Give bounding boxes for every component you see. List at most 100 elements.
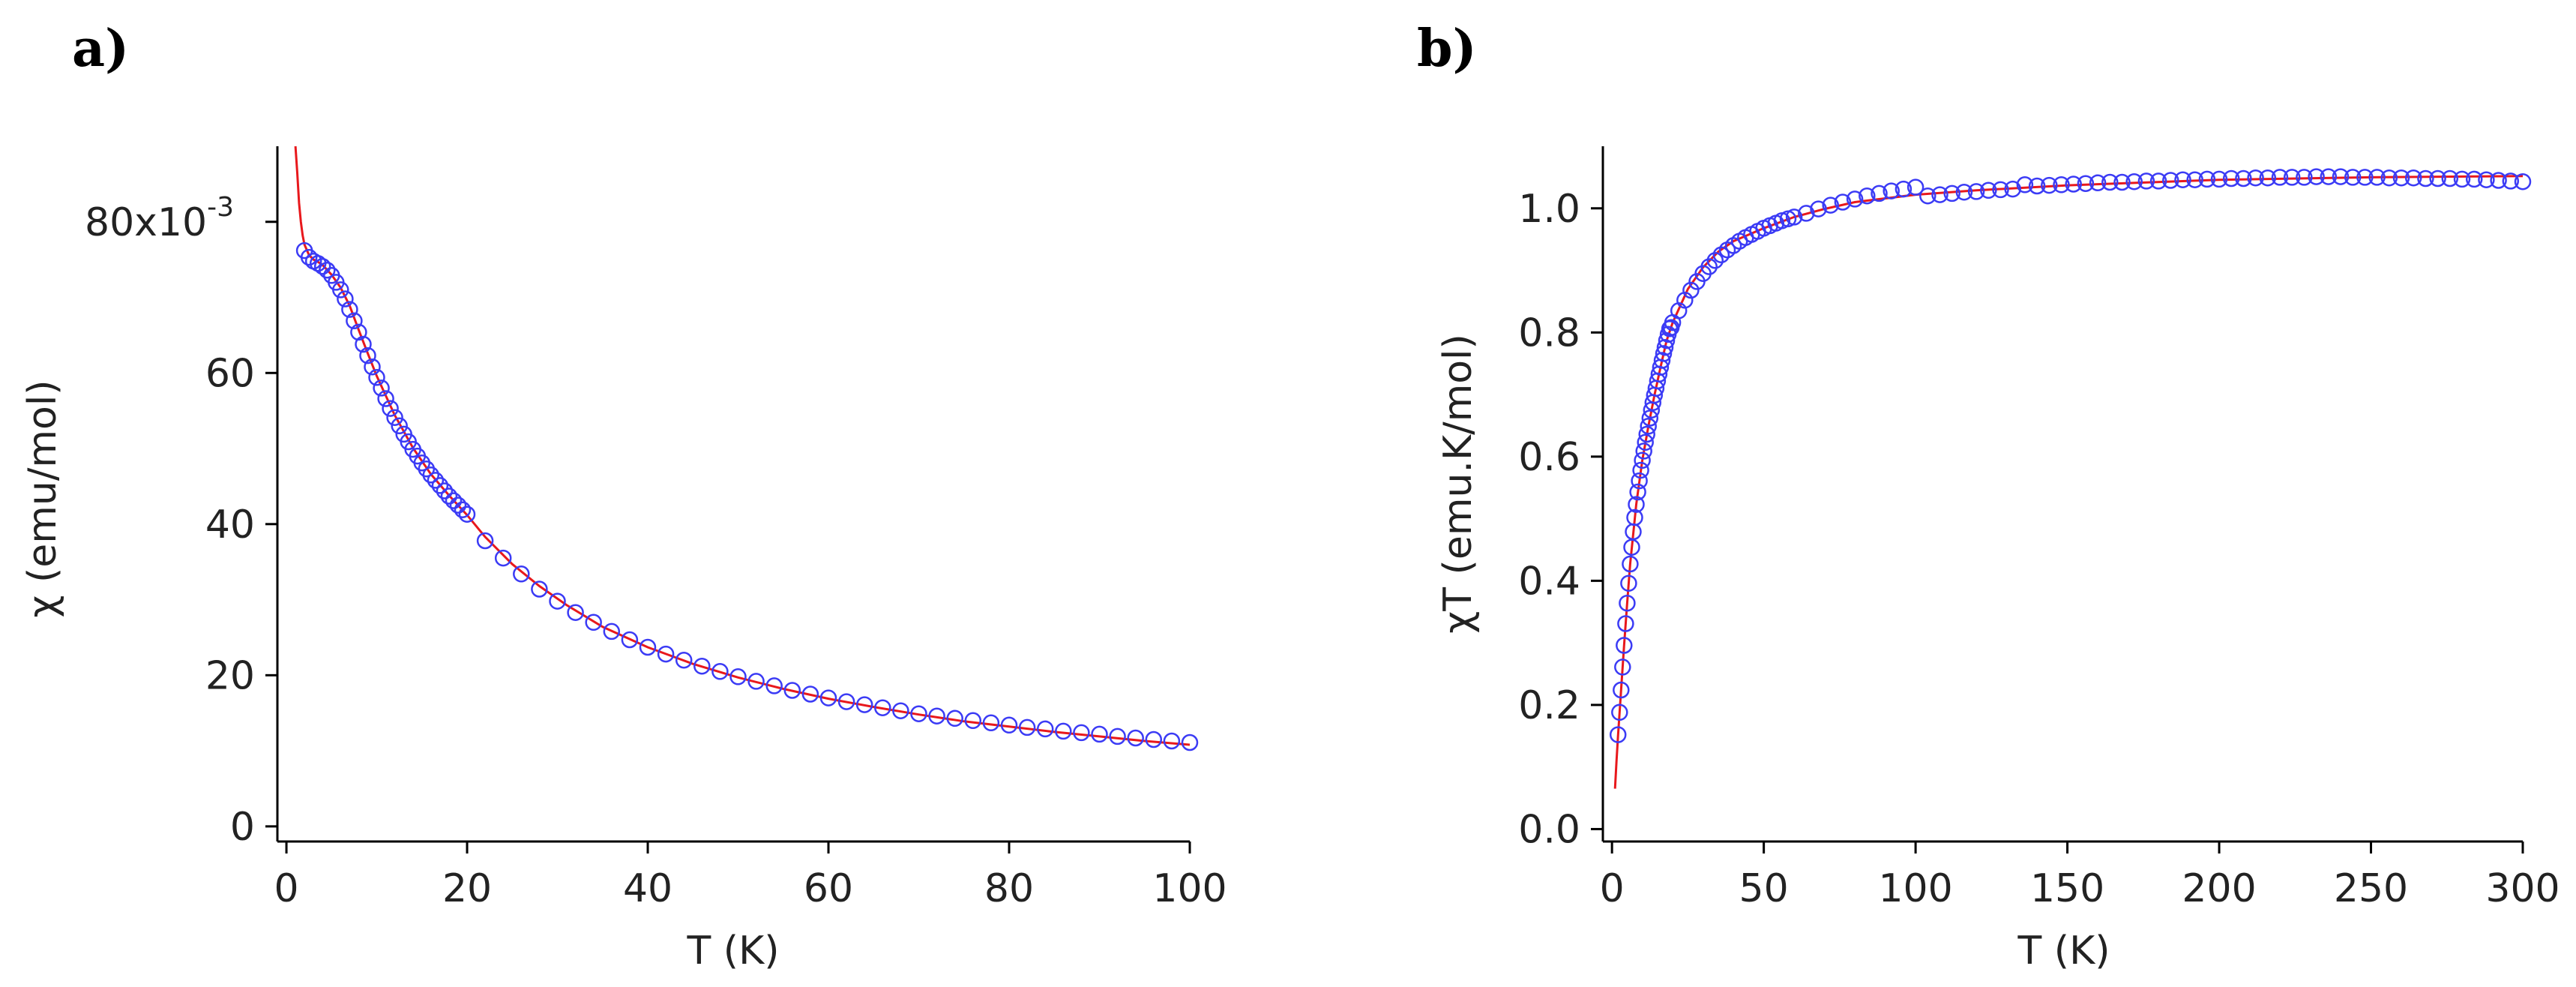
data-point bbox=[1127, 729, 1144, 747]
data-point bbox=[2235, 170, 2252, 188]
data-point bbox=[346, 312, 363, 330]
data-point bbox=[2441, 170, 2459, 188]
data-point bbox=[2004, 180, 2021, 198]
data-point bbox=[2065, 176, 2082, 193]
data-point bbox=[454, 501, 472, 518]
y-tick-label: 0 bbox=[230, 805, 255, 850]
data-point bbox=[364, 358, 381, 376]
data-point bbox=[1992, 181, 2009, 199]
data-point bbox=[2053, 176, 2070, 194]
data-point bbox=[2404, 169, 2422, 187]
data-point bbox=[1611, 704, 1628, 722]
data-point bbox=[1634, 452, 1651, 470]
data-point bbox=[964, 712, 982, 730]
panel-b-chit-vs-t: b) 0 50 100 150 200 250 300 0.0 0.2 0.4 0.6 0.8 1.0… bbox=[1417, 19, 2560, 974]
data-point bbox=[2125, 172, 2143, 190]
data-series bbox=[295, 242, 1199, 752]
fit-line bbox=[294, 146, 1191, 746]
data-point bbox=[2502, 172, 2520, 190]
data-point bbox=[1616, 637, 1633, 654]
x-tick-label: 80 bbox=[984, 866, 1034, 911]
data-point bbox=[1622, 555, 1639, 573]
data-point bbox=[1619, 594, 1636, 612]
data-point bbox=[621, 631, 639, 649]
data-point bbox=[494, 549, 512, 567]
data-point bbox=[747, 673, 765, 690]
y-tick-label: 0.8 bbox=[1518, 310, 1580, 356]
x-tick-label: 300 bbox=[2485, 866, 2560, 911]
data-point bbox=[765, 677, 783, 694]
y-tick-label: 0.6 bbox=[1518, 435, 1580, 480]
data-point bbox=[1834, 194, 1852, 211]
data-point bbox=[355, 335, 372, 353]
y-tick-label: 40 bbox=[205, 502, 255, 548]
y-axis-label: χ (emu/mol) bbox=[20, 380, 65, 617]
data-point bbox=[2089, 174, 2107, 192]
data-point bbox=[549, 592, 566, 610]
data-point bbox=[2320, 168, 2338, 185]
data-point bbox=[2344, 169, 2362, 186]
y-ticks: 0.0 0.2 0.4 0.6 0.8 1.0 bbox=[1518, 187, 1603, 852]
data-point bbox=[603, 622, 621, 640]
data-point bbox=[2356, 169, 2374, 186]
data-point bbox=[1163, 732, 1181, 750]
data-point bbox=[946, 710, 963, 728]
data-point bbox=[1931, 186, 1948, 203]
data-point bbox=[855, 696, 873, 713]
data-point bbox=[386, 409, 403, 426]
data-point bbox=[377, 390, 394, 407]
x-axis-label: T (K) bbox=[2017, 928, 2110, 974]
data-point bbox=[910, 705, 927, 722]
data-point bbox=[874, 699, 891, 716]
fit-series bbox=[294, 146, 1191, 746]
data-point bbox=[1871, 184, 1888, 202]
data-point bbox=[982, 714, 1000, 732]
data-point bbox=[440, 488, 458, 505]
data-point bbox=[1145, 730, 1163, 748]
data-point bbox=[1609, 726, 1627, 743]
y-tick-label: 1.0 bbox=[1518, 187, 1580, 232]
data-point bbox=[1907, 178, 1925, 196]
fit-line bbox=[1613, 175, 2524, 789]
panel-label-a: a) bbox=[72, 19, 129, 79]
data-point bbox=[1620, 574, 1637, 592]
data-point bbox=[1629, 483, 1646, 501]
data-point bbox=[2332, 168, 2350, 185]
data-point bbox=[476, 532, 494, 550]
data-point bbox=[350, 323, 367, 341]
data-point bbox=[1655, 345, 1673, 362]
data-point bbox=[2308, 168, 2325, 185]
data-point bbox=[513, 566, 530, 583]
data-point bbox=[332, 281, 349, 298]
data-point bbox=[449, 496, 467, 514]
data-point bbox=[1706, 252, 1724, 269]
data-point bbox=[1682, 281, 1700, 299]
data-point bbox=[2259, 169, 2277, 187]
data-point bbox=[1055, 722, 1072, 740]
data-point bbox=[2465, 170, 2483, 188]
fit-series bbox=[1613, 175, 2524, 789]
data-point bbox=[1635, 442, 1652, 460]
data-point bbox=[801, 686, 819, 703]
data-point bbox=[2417, 170, 2434, 188]
data-point bbox=[1638, 425, 1655, 443]
y-axis-label: χT (emu.K/mol) bbox=[1436, 334, 1481, 634]
data-point bbox=[1613, 681, 1630, 699]
data-point bbox=[2478, 171, 2495, 188]
data-point bbox=[657, 645, 675, 663]
data-point bbox=[1036, 720, 1054, 738]
data-point bbox=[1919, 187, 1936, 205]
x-tick-label: 40 bbox=[623, 866, 672, 911]
data-point bbox=[639, 638, 657, 656]
x-tick-label: 20 bbox=[442, 866, 492, 911]
y-tick-label: 0.0 bbox=[1518, 807, 1580, 852]
data-point bbox=[2283, 169, 2301, 186]
data-point bbox=[2271, 169, 2289, 186]
x-ticks: 0 20 40 60 80 100 bbox=[274, 842, 1227, 911]
data-point bbox=[729, 668, 747, 686]
data-point bbox=[2149, 172, 2167, 190]
data-point bbox=[1181, 734, 1199, 752]
data-point bbox=[837, 693, 855, 710]
data-point bbox=[2490, 172, 2507, 189]
data-point bbox=[675, 651, 693, 669]
